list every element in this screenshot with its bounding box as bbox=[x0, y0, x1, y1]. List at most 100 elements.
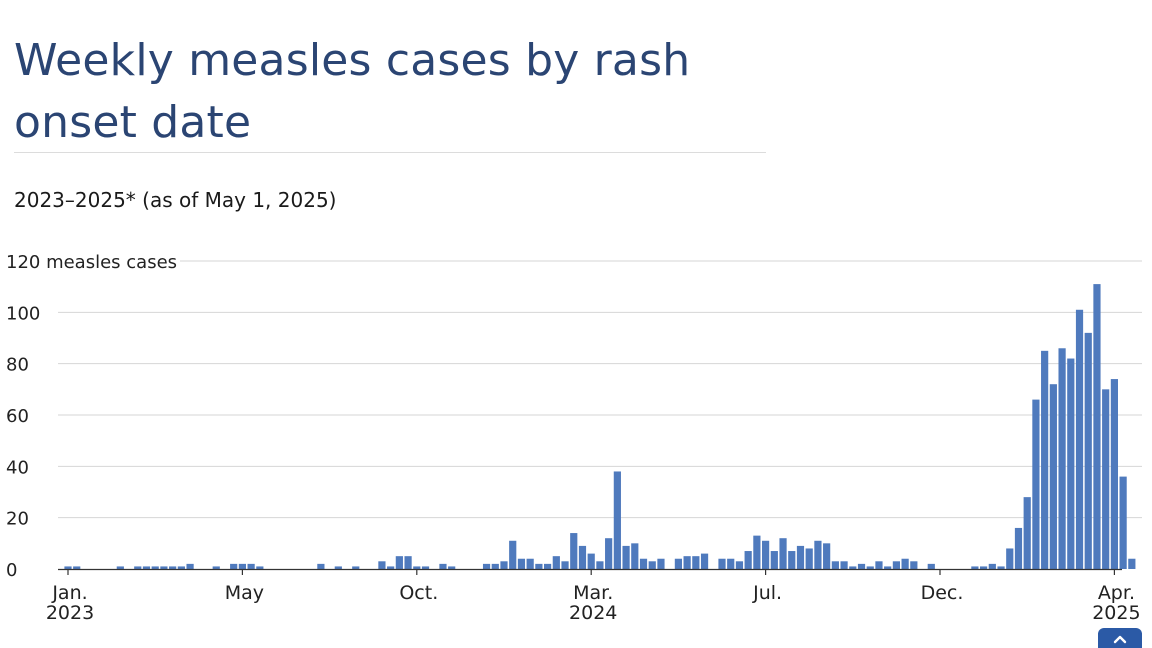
bar[interactable] bbox=[1128, 558, 1136, 569]
bar[interactable] bbox=[727, 558, 735, 569]
bar[interactable] bbox=[657, 558, 665, 569]
bar[interactable] bbox=[735, 561, 744, 569]
bar[interactable] bbox=[116, 566, 124, 569]
bar[interactable] bbox=[587, 553, 595, 569]
chart-subtitle: 2023–2025* (as of May 1, 2025) bbox=[14, 188, 337, 212]
x-tick-label: Apr. bbox=[1098, 582, 1135, 604]
bar[interactable] bbox=[823, 543, 831, 569]
bar[interactable] bbox=[570, 533, 578, 569]
bar[interactable] bbox=[413, 566, 421, 569]
bar[interactable] bbox=[317, 563, 325, 569]
bar[interactable] bbox=[64, 566, 72, 569]
bar[interactable] bbox=[980, 566, 988, 569]
bar[interactable] bbox=[971, 566, 979, 569]
bar[interactable] bbox=[1014, 527, 1023, 569]
bar[interactable] bbox=[160, 566, 168, 569]
bar[interactable] bbox=[238, 563, 246, 569]
bar[interactable] bbox=[1023, 497, 1031, 569]
bar[interactable] bbox=[1067, 358, 1075, 569]
bar[interactable] bbox=[509, 540, 517, 569]
bar[interactable] bbox=[718, 558, 726, 569]
bar[interactable] bbox=[177, 566, 185, 569]
bar[interactable] bbox=[395, 556, 403, 569]
bar[interactable] bbox=[544, 563, 552, 569]
bar[interactable] bbox=[1093, 284, 1101, 569]
bar[interactable] bbox=[622, 545, 630, 569]
bar[interactable] bbox=[927, 563, 935, 569]
bar[interactable] bbox=[1075, 309, 1084, 569]
bar[interactable] bbox=[561, 561, 569, 569]
bar[interactable] bbox=[1058, 348, 1066, 569]
bar[interactable] bbox=[674, 558, 682, 569]
bar[interactable] bbox=[526, 558, 534, 569]
bar[interactable] bbox=[910, 561, 918, 569]
bar[interactable] bbox=[875, 561, 883, 569]
back-to-top-button[interactable] bbox=[1098, 628, 1142, 648]
bar[interactable] bbox=[770, 551, 778, 569]
bar[interactable] bbox=[692, 556, 700, 569]
bar[interactable] bbox=[840, 561, 848, 569]
bar[interactable] bbox=[857, 563, 866, 569]
bar[interactable] bbox=[134, 566, 142, 569]
bar[interactable] bbox=[805, 548, 813, 569]
bar[interactable] bbox=[1041, 350, 1049, 569]
bar[interactable] bbox=[552, 556, 560, 569]
bar[interactable] bbox=[387, 566, 395, 569]
bar[interactable] bbox=[448, 566, 456, 569]
bar[interactable] bbox=[535, 563, 543, 569]
bar[interactable] bbox=[151, 566, 159, 569]
bar[interactable] bbox=[814, 540, 822, 569]
bar[interactable] bbox=[578, 545, 587, 569]
bar[interactable] bbox=[1110, 379, 1118, 569]
bar[interactable] bbox=[866, 566, 874, 569]
bar[interactable] bbox=[648, 561, 656, 569]
bar[interactable] bbox=[605, 538, 613, 569]
page-title: Weekly measles cases by rash onset date bbox=[14, 35, 691, 148]
y-tick-label: 60 bbox=[6, 406, 29, 427]
bar[interactable] bbox=[500, 561, 508, 569]
bar[interactable] bbox=[849, 566, 857, 569]
bar[interactable] bbox=[230, 563, 238, 569]
chevron-up-icon bbox=[1113, 635, 1127, 644]
bar[interactable] bbox=[517, 558, 526, 569]
bar[interactable] bbox=[683, 556, 691, 569]
bar[interactable] bbox=[796, 545, 805, 569]
bar[interactable] bbox=[142, 566, 151, 569]
bar[interactable] bbox=[753, 535, 761, 569]
bar[interactable] bbox=[762, 540, 770, 569]
bar[interactable] bbox=[988, 563, 996, 569]
bar[interactable] bbox=[334, 566, 342, 569]
bar[interactable] bbox=[744, 551, 752, 569]
bar[interactable] bbox=[1032, 399, 1040, 569]
bar[interactable] bbox=[892, 561, 900, 569]
bar[interactable] bbox=[596, 561, 604, 569]
bar[interactable] bbox=[404, 556, 412, 569]
bar[interactable] bbox=[997, 566, 1005, 569]
bar[interactable] bbox=[700, 553, 709, 569]
bar[interactable] bbox=[788, 551, 796, 569]
bar[interactable] bbox=[1006, 548, 1014, 569]
bar[interactable] bbox=[169, 566, 177, 569]
bar[interactable] bbox=[831, 561, 839, 569]
bar[interactable] bbox=[352, 566, 360, 569]
bar[interactable] bbox=[639, 558, 648, 569]
bar[interactable] bbox=[482, 563, 491, 569]
bar[interactable] bbox=[1049, 384, 1057, 569]
bar[interactable] bbox=[186, 563, 194, 569]
bar[interactable] bbox=[378, 561, 386, 569]
bar[interactable] bbox=[1102, 389, 1110, 569]
bar[interactable] bbox=[256, 566, 264, 569]
bar[interactable] bbox=[901, 558, 909, 569]
bar[interactable] bbox=[631, 543, 639, 569]
bar[interactable] bbox=[247, 563, 255, 569]
bar[interactable] bbox=[439, 563, 447, 569]
bar[interactable] bbox=[613, 471, 621, 569]
bar[interactable] bbox=[779, 538, 787, 569]
bar[interactable] bbox=[1084, 332, 1092, 569]
bar[interactable] bbox=[212, 566, 220, 569]
bar[interactable] bbox=[421, 566, 430, 569]
bar[interactable] bbox=[1119, 476, 1127, 569]
bar[interactable] bbox=[491, 563, 499, 569]
bar[interactable] bbox=[884, 566, 892, 569]
bar[interactable] bbox=[73, 566, 81, 569]
